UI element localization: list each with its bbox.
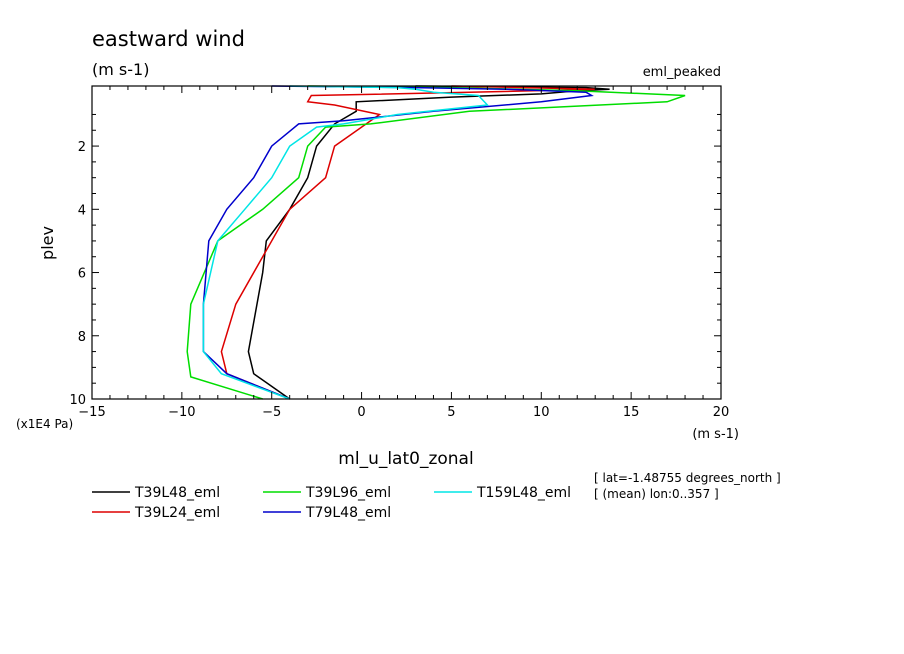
x-tick-label: −10 xyxy=(168,405,195,420)
y-axis-label: plev xyxy=(38,226,57,260)
series-line-T79L48_eml xyxy=(202,85,594,400)
x-tick-label: 20 xyxy=(713,405,730,420)
series-line-T159L48_eml xyxy=(202,85,489,400)
info-lon: [ (mean) lon:0..357 ] xyxy=(594,487,719,501)
y-tick-label: 4 xyxy=(78,203,86,218)
series-line-T39L24_eml xyxy=(220,85,596,400)
x-tick-label: 15 xyxy=(623,405,640,420)
legend-label-T159L48_eml: T159L48_eml xyxy=(476,485,571,501)
chart-title: eastward wind xyxy=(92,27,245,51)
legend-label-T39L24_eml: T39L24_eml xyxy=(134,505,220,521)
y-tick-label: 2 xyxy=(78,140,86,155)
x-tick-label: 0 xyxy=(357,405,365,420)
x-axis-units: (m s-1) xyxy=(692,427,739,442)
legend-label-T39L96_eml: T39L96_eml xyxy=(305,485,391,501)
x-tick-label: 10 xyxy=(533,405,550,420)
y-axis-units: (x1E4 Pa) xyxy=(16,417,73,431)
x-axis-label: ml_u_lat0_zonal xyxy=(338,449,473,469)
chart-title-units: (m s-1) xyxy=(92,60,149,79)
series-line-T39L48_eml xyxy=(247,85,610,400)
plot-frame xyxy=(91,85,722,400)
y-tick-label: 6 xyxy=(78,267,86,282)
x-tick-label: 5 xyxy=(447,405,455,420)
ticks-layer: −15 −10 −5 0 5 10 15 20 2 4 6 8 10 xyxy=(69,86,729,420)
x-tick-label: −5 xyxy=(262,405,281,420)
y-tick-label: 8 xyxy=(78,330,86,345)
x-tick-label: −15 xyxy=(78,405,105,420)
experiment-label: eml_peaked xyxy=(643,65,721,80)
series-layer xyxy=(186,85,686,400)
legend-label-T39L48_eml: T39L48_eml xyxy=(134,485,220,501)
legend-label-T79L48_eml: T79L48_eml xyxy=(305,505,391,521)
y-tick-label: 10 xyxy=(69,393,86,408)
legend: T39L48_eml T39L24_eml T39L96_eml T79L48_eml… xyxy=(92,485,571,521)
info-lat: [ lat=-1.48755 degrees_north ] xyxy=(594,471,781,485)
series-line-T39L96_eml xyxy=(186,85,686,400)
